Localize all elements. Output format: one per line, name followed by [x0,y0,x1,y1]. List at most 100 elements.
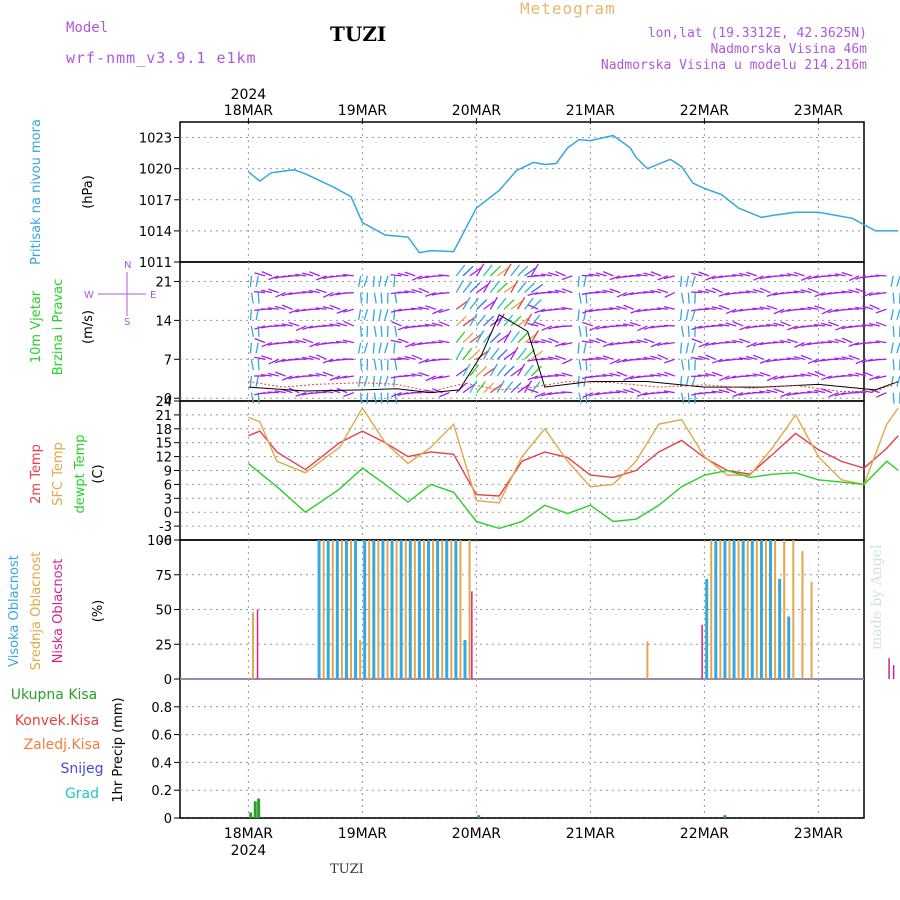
wind-arrow [732,274,744,277]
wind-arrow [657,354,669,360]
wind-arrow [483,300,496,310]
wind-arrow [384,375,389,387]
wind-arrow [496,267,509,277]
bar-high-cloud [759,540,763,679]
wind-arrow [397,357,409,360]
wind-arrow [342,339,354,344]
wind-arrow [431,341,443,344]
wind-arrow [807,372,819,377]
y-tick-label: -6 [159,534,172,549]
wind-arrow [616,390,628,394]
wind-ylabel-2: Brzina i Pravac [51,279,66,376]
wind-arrow [343,392,355,398]
wind-arrow [517,317,530,327]
wind-arrow [329,323,341,327]
wind-arrow [650,342,662,348]
wind-arrow [583,309,587,321]
wind-arrow [828,392,839,398]
wind-arrow [462,296,471,310]
wind-arrow [794,342,805,348]
wind-arrow [588,273,600,277]
bar-high-cloud [326,540,330,679]
wind-arrow [390,339,402,344]
wind-arrow [848,308,860,310]
bar-mid-cloud [746,540,749,679]
wind-arrow [752,373,764,377]
wind-arrow [438,339,450,344]
bar-mid-cloud [350,540,352,679]
wind-arrow [257,359,260,371]
wind-arrow [718,389,730,394]
wind-arrow [397,272,409,277]
wind-arrow [301,356,313,360]
wind-arrow [373,325,377,337]
wind-arrow [503,350,516,360]
station-title: TUZI [330,22,387,46]
wind-arrow [342,273,354,277]
model-elevation: Nadmorska Visina u modelu 214.216m [600,58,867,73]
wind-arrow [530,283,544,294]
wind-arrow [432,308,443,315]
wind-arrow [725,375,737,380]
x-tick-label-top: 20MAR [452,103,501,119]
wind-arrow [503,365,515,377]
wind-arrow [848,342,860,347]
wind-arrow [679,342,683,354]
wind-arrow [322,371,334,377]
wind-arrow [524,349,536,360]
wind-arrow [680,392,685,404]
wind-arrow [679,275,683,287]
wind-arrow [397,375,409,378]
y-tick-label: 1011 [139,256,172,271]
wind-arrow [890,275,894,287]
wind-arrow [732,321,744,327]
wind-arrow [827,274,839,277]
wind-arrow [623,388,634,394]
wind-arrow [397,338,409,344]
wind-arrow [643,325,655,330]
wind-arrow [527,375,539,381]
wind-arrow [335,340,348,344]
wind-arrow [462,265,474,277]
wind-arrow [685,342,690,354]
wind-arrow [530,330,539,343]
bar-mid-cloud [755,540,758,679]
wind-arrow [295,358,307,360]
wind-arrow [261,342,273,348]
bar-low-cloud [888,658,890,679]
bar-precip-total [477,815,481,818]
wind-arrow [425,305,436,310]
wind-arrow [596,337,607,344]
wind-arrow [577,309,580,321]
wind-arrow [373,292,377,304]
wind-arrow [462,363,471,377]
wind-arrow [390,274,402,277]
wind-arrow [476,263,485,277]
wind-arrow [581,340,593,344]
wind-arrow [274,358,286,364]
wind-arrow [704,341,716,347]
wind-arrow [261,271,273,277]
wind-arrow [482,280,492,293]
wind-arrow [533,274,546,277]
compass-w: W [84,290,94,301]
wind-arrow [578,292,582,304]
wind-arrow [793,356,805,360]
wind-arrow [517,363,526,377]
wind-arrow [687,392,690,404]
wind-arrow [527,388,539,394]
y-tick-label: 1020 [139,163,172,178]
wind-arrow [343,308,354,313]
wind-arrow [476,350,489,360]
wind-arrow [534,340,546,344]
wind-arrow [583,342,587,354]
wind-arrow [384,342,389,354]
wind-arrow [698,355,710,360]
wind-arrow [773,308,785,315]
wind-arrow [691,375,696,387]
wind-gust-line [248,381,899,393]
cloud-mid-label: Srednja Oblacnost [29,552,44,671]
wind-arrow [629,340,641,344]
wind-arrow [623,375,635,381]
wind-arrow [496,380,505,393]
